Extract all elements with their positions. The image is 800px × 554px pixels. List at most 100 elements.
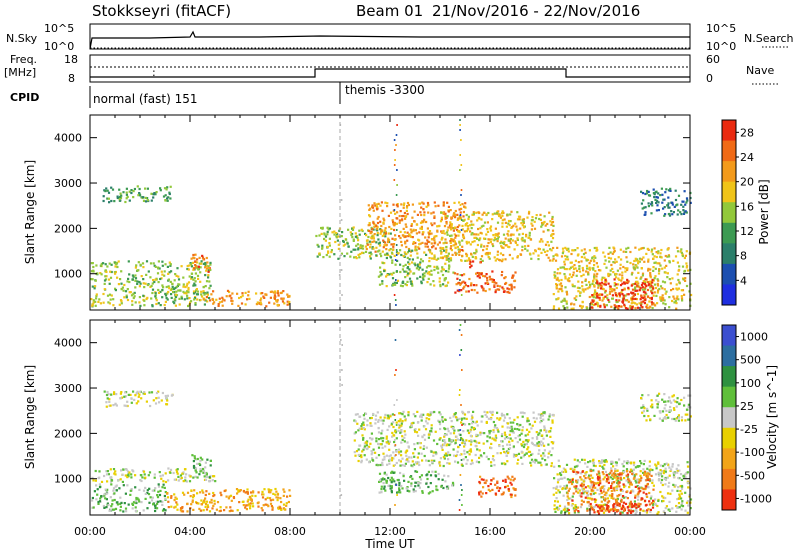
velocity-cell-r4: [262, 493, 265, 496]
power-cell-r5: [412, 242, 415, 245]
velocity-cell-r5: [531, 437, 534, 440]
power-cell-r10: [672, 287, 675, 291]
power-cell-r1: [202, 286, 205, 289]
velocity-cell-r6: [436, 488, 439, 492]
power-cell-r3: [276, 303, 279, 306]
power-cell-r6: [406, 280, 409, 283]
power-cell-r8: [463, 285, 466, 288]
power-cell-r7: [521, 219, 524, 222]
velocity-cell-r8: [638, 465, 641, 468]
velocity-cell-r1: [154, 509, 157, 513]
power-cell-r10: [664, 271, 667, 274]
velocity-cell-r5: [428, 464, 431, 467]
velocity-cell-r8: [582, 492, 585, 495]
power-cell-r10: [678, 268, 681, 271]
velocity-cell-r5: [527, 450, 530, 453]
power-cell-r7: [546, 249, 549, 253]
power-cell-r11: [611, 294, 614, 297]
velocity-cell-r5: [517, 458, 520, 461]
power-cell-r1: [191, 261, 195, 264]
velocity-cell-r8: [598, 472, 601, 475]
power-cell-r1: [125, 294, 128, 297]
power-cell-r0: [162, 195, 166, 198]
power-cell-r1: [135, 264, 138, 267]
velocity-cell-r1: [116, 501, 119, 504]
power-cell-r8: [503, 290, 506, 293]
velocity-cell-r5: [489, 410, 492, 413]
power-cell-r3: [270, 290, 274, 293]
velocity-cell-r8: [554, 500, 557, 503]
velocity-cell-r8: [578, 494, 581, 497]
power-cell-r10: [616, 283, 620, 286]
power-cell-r7: [522, 226, 526, 229]
power-cell-r6: [425, 266, 429, 269]
power-cell-r11: [603, 304, 606, 307]
power-cell-r11: [591, 299, 594, 302]
velocity-cell-r5: [404, 419, 407, 422]
velocity-cell-r5: [515, 454, 518, 457]
power-scatter-1: [459, 129, 461, 131]
power-cell-r0: [107, 197, 110, 200]
velocity-cell-r5: [485, 421, 488, 424]
velocity-cell-r5: [486, 440, 489, 443]
power-cell-r1: [209, 284, 212, 287]
power-cell-r12: [669, 189, 672, 192]
velocity-cell-r5: [509, 437, 512, 440]
velocity-cell-r5: [405, 454, 408, 457]
velocity-cell-r5: [362, 448, 365, 451]
power-cell-r7: [535, 214, 538, 217]
velocity-cell-r5: [539, 429, 542, 432]
power-cell-r7: [503, 218, 506, 221]
velocity-cell-r5: [366, 440, 369, 443]
velocity-cell-r6: [398, 487, 401, 490]
power-cell-r1: [163, 303, 166, 307]
velocity-cell-r1: [99, 497, 102, 500]
velocity-cell-r5: [377, 438, 381, 441]
velocity-cell-r4: [274, 487, 277, 491]
power-cell-r3: [218, 297, 221, 300]
velocity-cell-r5: [444, 418, 447, 421]
power-cell-r1: [174, 296, 178, 299]
power-cell-r12: [656, 199, 659, 202]
power-cell-r5: [427, 240, 430, 243]
power-cell-r0: [116, 195, 119, 198]
power-cell-r10: [579, 291, 582, 294]
power-cell-r5: [400, 244, 403, 247]
power-cell-r1: [120, 302, 123, 305]
power-cell-r3: [273, 290, 276, 293]
power-cell-r1: [118, 303, 121, 306]
velocity-cell-r0: [138, 393, 141, 396]
velocity-cell-r5: [374, 451, 377, 454]
power-cell-r7: [527, 236, 530, 239]
velocity-cell-r5: [431, 411, 434, 414]
velocity-cell-r5: [500, 413, 503, 416]
velocity-cell-r7: [478, 491, 481, 494]
power-cell-r5: [440, 218, 443, 221]
velocity-cell-r4: [247, 498, 250, 501]
velocity-cell-r2: [167, 467, 170, 470]
power-cell-r10: [556, 268, 560, 271]
power-cell-r10: [593, 264, 596, 267]
power-cell-r10: [606, 294, 609, 297]
velocity-cell-r5: [516, 462, 519, 465]
velocity-cell-r5: [507, 451, 510, 455]
power-cell-r6: [393, 254, 396, 257]
power-cell-r5: [435, 235, 438, 238]
velocity-cell-r5: [527, 439, 530, 442]
velocity-cell-r5: [552, 441, 555, 444]
power-cell-r0: [136, 185, 139, 188]
velocity-cell-r5: [468, 423, 471, 426]
power-cell-r10: [573, 297, 576, 300]
velocity-cell-r5: [547, 452, 550, 455]
velocity-cell-r5: [550, 441, 553, 444]
power-cell-r8: [496, 288, 499, 291]
power-cell-r1: [188, 264, 191, 267]
velocity-cell-r5: [426, 413, 429, 416]
power-colorbar-tick-label: 12: [740, 225, 754, 238]
velocity-heatmap: [91, 320, 693, 515]
power-scatter-0: [394, 299, 397, 301]
power-cell-r11: [627, 293, 630, 296]
power-cell-r4: [360, 251, 364, 254]
velocity-cell-r1: [151, 489, 154, 492]
velocity-cell-r4: [249, 504, 252, 507]
